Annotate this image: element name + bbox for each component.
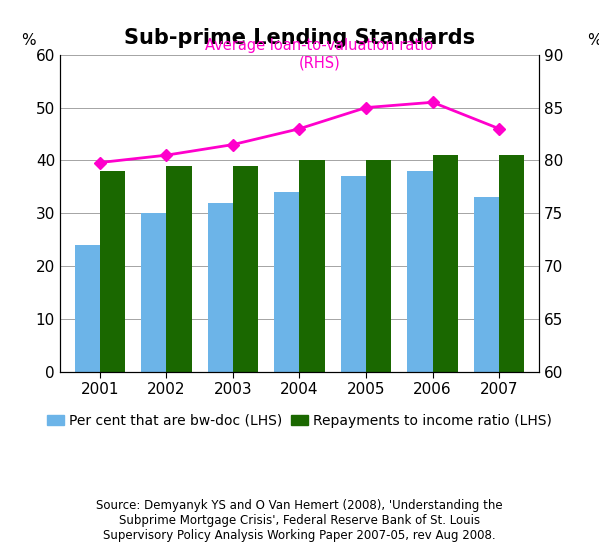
Bar	[407, 171, 432, 372]
Bar	[141, 213, 167, 372]
Bar	[300, 160, 325, 372]
Bar	[167, 166, 192, 372]
Bar	[208, 203, 233, 372]
Text: Average loan-to-valuation ratio
(RHS): Average loan-to-valuation ratio (RHS)	[205, 38, 434, 71]
Legend: Per cent that are bw-doc (LHS), Repayments to income ratio (LHS): Per cent that are bw-doc (LHS), Repaymen…	[41, 408, 558, 433]
Bar	[233, 166, 258, 372]
Bar	[74, 245, 100, 372]
Text: Source: Demyanyk YS and O Van Hemert (2008), 'Understanding the
Subprime Mortgag: Source: Demyanyk YS and O Van Hemert (20…	[96, 498, 503, 542]
Bar	[274, 192, 300, 372]
Text: %: %	[587, 33, 599, 48]
Bar	[341, 176, 366, 372]
Bar	[366, 160, 391, 372]
Title: Sub-prime Lending Standards: Sub-prime Lending Standards	[124, 27, 475, 48]
Text: %: %	[22, 33, 36, 48]
Bar	[499, 155, 525, 372]
Bar	[100, 171, 125, 372]
Bar	[432, 155, 458, 372]
Bar	[474, 197, 499, 372]
